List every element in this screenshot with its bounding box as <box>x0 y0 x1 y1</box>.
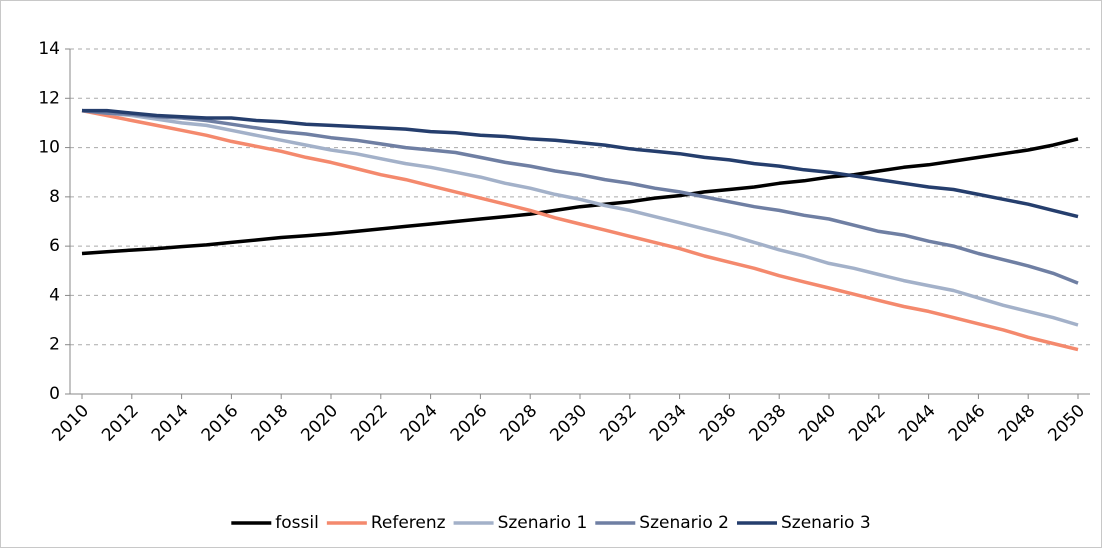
y-tick-label: 6 <box>49 236 60 256</box>
y-tick-label: 14 <box>38 39 60 59</box>
series-line <box>81 108 1079 352</box>
legend-label: fossil <box>275 513 319 533</box>
y-tick-label: 2 <box>49 335 60 355</box>
y-tick-label: 4 <box>49 285 60 305</box>
series-line <box>81 137 1079 256</box>
y-tick-label: 10 <box>38 138 60 158</box>
series-line <box>81 108 1079 327</box>
legend-label: Szenario 1 <box>498 513 588 533</box>
legend-label: Szenario 3 <box>781 513 871 533</box>
series-line <box>81 108 1079 285</box>
y-tick-label: 8 <box>49 187 60 207</box>
legend-label: Referenz <box>371 513 446 533</box>
y-tick-label: 12 <box>38 88 60 108</box>
series-line <box>82 108 1079 219</box>
legend-label: Szenario 2 <box>639 513 729 533</box>
y-tick-label: 0 <box>49 384 60 404</box>
